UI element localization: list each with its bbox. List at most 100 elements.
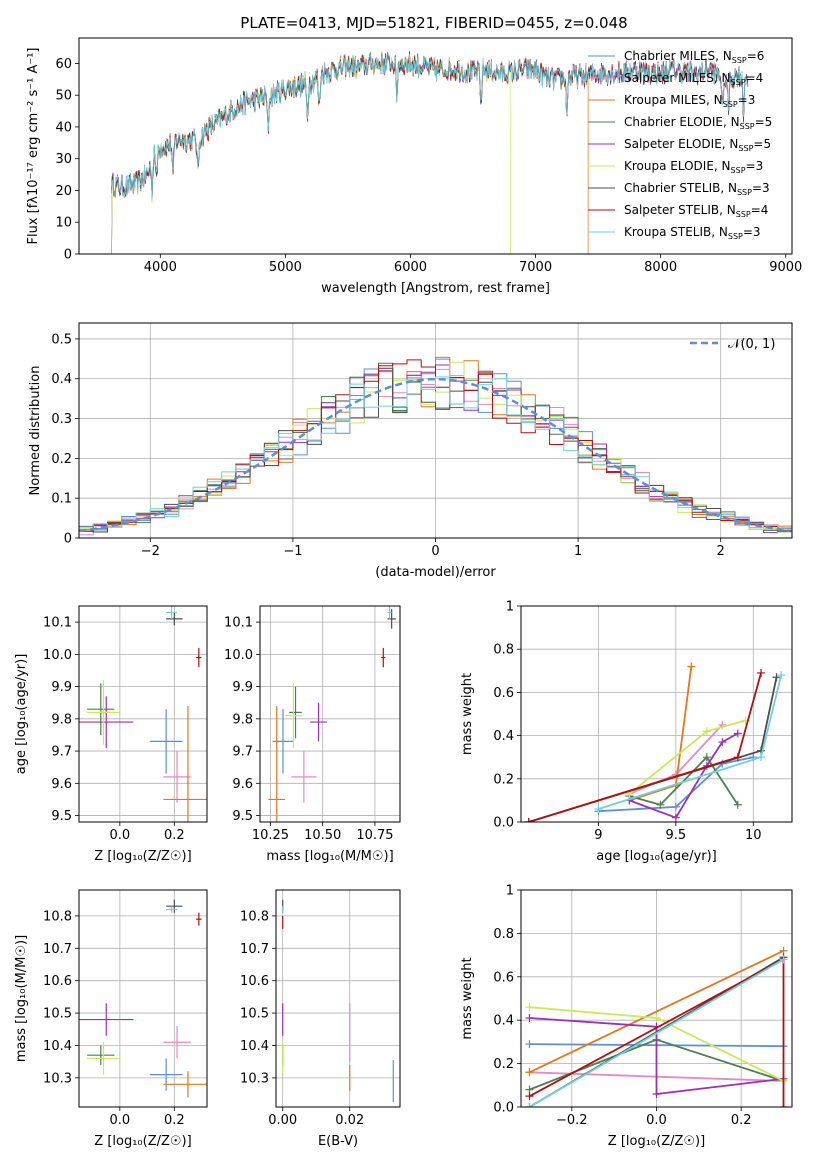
- mass-weight-marker: [733, 800, 742, 809]
- errorbar-point: [163, 1071, 207, 1098]
- plot-area: [268, 606, 396, 822]
- y-tick-label: 9.5: [51, 809, 72, 824]
- mass-weight-marker: [757, 753, 766, 762]
- plot-area: [111, 51, 749, 254]
- y-tick-label: 10.4: [240, 1039, 269, 1054]
- errorbar-point: [79, 1003, 134, 1036]
- y-tick-label: 10.1: [43, 616, 72, 631]
- panel-mass_vs_EBV: 0.00 0.02 10.3 10.4 10.5 10.6 10.7 10.8 E(B-V): [240, 889, 401, 1149]
- errorbar-point: [163, 751, 191, 803]
- x-tick-label: 9000: [769, 260, 802, 275]
- mass-weight-marker: [757, 668, 766, 677]
- mass-weight-marker: [733, 753, 742, 762]
- x-tick-label: 0.02: [335, 1113, 364, 1128]
- y-tick-label: 0.2: [51, 452, 72, 467]
- plot-area: [525, 946, 788, 1107]
- y-tick-label: 10.4: [43, 1039, 72, 1054]
- axes-frame: [520, 605, 793, 823]
- y-tick-label: 10.5: [240, 1007, 269, 1022]
- y-tick-label: 10.6: [43, 974, 72, 989]
- y-tick-label: 10.6: [240, 974, 269, 989]
- mass-weight-marker: [656, 800, 665, 809]
- y-tick-label: 40: [55, 120, 72, 135]
- axes-frame: [78, 37, 793, 255]
- errorbar-point: [166, 899, 183, 913]
- x-axis-label: (data-model)/error: [375, 565, 496, 580]
- mass-weight-marker: [671, 802, 680, 811]
- x-tick-label: 6000: [394, 260, 427, 275]
- y-axis-label: mass weight: [460, 957, 475, 1039]
- y-tick-label: 9.8: [51, 712, 72, 727]
- y-tick-label: 0.2: [493, 772, 514, 787]
- y-tick-label: 10.8: [43, 909, 72, 924]
- y-tick-label: 10.0: [224, 648, 253, 663]
- plot-area: [79, 356, 792, 536]
- y-tick-label: 9.8: [232, 712, 253, 727]
- errorbar-point: [163, 1026, 191, 1059]
- mass-weight-marker: [652, 1014, 661, 1023]
- mass-weight-marker: [733, 729, 742, 738]
- x-tick-label: 9: [594, 828, 602, 843]
- errorbar-point: [268, 705, 286, 822]
- y-axis-label: Normed distribution: [28, 366, 43, 496]
- y-tick-label: 0: [64, 532, 72, 547]
- x-tick-label: 7000: [519, 260, 552, 275]
- errorbar-point: [289, 686, 302, 739]
- y-tick-label: 0.5: [51, 332, 72, 347]
- y-tick-label: 9.7: [51, 745, 72, 760]
- legend-entry: Chabrier STELIB, NSSP=3: [624, 181, 770, 197]
- y-tick-label: 0.3: [51, 412, 72, 427]
- x-axis-label: wavelength [Angstrom, rest frame]: [321, 281, 550, 296]
- mass-weight-marker: [687, 662, 696, 671]
- legend-entry: Salpeter ELODIE, NSSP=5: [624, 137, 771, 153]
- x-tick-label: 0.2: [164, 1113, 185, 1128]
- plot-area: [79, 899, 207, 1098]
- legend-entry: 𝒩(0, 1): [728, 337, 775, 352]
- errorbar-point: [79, 696, 134, 748]
- y-axis-label: mass weight: [460, 673, 475, 755]
- x-tick-label: 10: [745, 828, 762, 843]
- mass-weight-marker: [525, 1014, 534, 1023]
- x-tick-label: 0.00: [268, 1113, 297, 1128]
- y-tick-label: 0: [64, 248, 72, 263]
- y-tick-label: 1: [506, 884, 514, 899]
- panel-residuals: −2 −1 0 1 2 0 0.1 0.2 0.3 0.4 0.5 (data-model)/erro…: [28, 322, 793, 580]
- spectrum-line: [111, 51, 749, 198]
- plot-area: [282, 899, 394, 1103]
- axes-frame: [78, 889, 208, 1108]
- mass-weight-marker: [779, 1103, 788, 1107]
- mass-weight-line: [629, 732, 739, 819]
- y-tick-label: 9.9: [51, 680, 72, 695]
- mass-weight-line: [529, 949, 784, 1074]
- y-tick-label: 10.7: [240, 942, 269, 957]
- mass-weight-marker: [525, 1092, 534, 1101]
- mass-weight-line: [628, 719, 746, 795]
- legend-entry: Kroupa STELIB, NSSP=3: [624, 225, 761, 241]
- mass-weight-marker: [702, 753, 711, 762]
- axes-frame: [259, 605, 401, 823]
- mass-weight-marker: [777, 671, 786, 680]
- x-axis-label: mass [log₁₀(M/M☉)]: [266, 849, 393, 864]
- mass-weight-marker: [779, 955, 788, 964]
- errorbar-point: [387, 606, 392, 619]
- x-tick-label: 10.25: [252, 828, 289, 843]
- x-tick-label: 1: [574, 544, 582, 559]
- legend: Chabrier MILES, NSSP=6 Salpeter MILES, NS…: [588, 49, 772, 241]
- spectrum-line: [111, 52, 749, 199]
- x-tick-label: −2: [141, 544, 160, 559]
- errorbar-point: [272, 709, 294, 774]
- mass-weight-line: [598, 674, 783, 810]
- y-tick-label: 0.0: [493, 1101, 514, 1116]
- mass-weight-marker: [524, 818, 533, 822]
- y-tick-label: 0.6: [493, 686, 514, 701]
- errorbar-point: [166, 906, 178, 913]
- y-tick-label: 0.6: [493, 970, 514, 985]
- legend-entry: Chabrier ELODIE, NSSP=5: [624, 115, 772, 131]
- mass-weight-marker: [525, 1003, 534, 1012]
- errorbar-point: [166, 606, 178, 619]
- x-axis-label: Z [log₁₀(Z/Z☉)]: [94, 1134, 191, 1149]
- normal-curve: [79, 377, 790, 533]
- mass-weight-marker: [525, 1103, 534, 1107]
- axes-frame: [275, 889, 401, 1108]
